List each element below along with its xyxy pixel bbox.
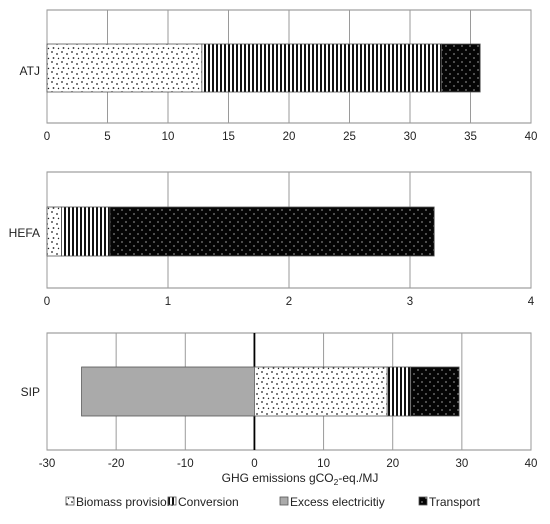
- x-tick-label: 0: [251, 458, 257, 470]
- category-label: HEFA: [9, 226, 40, 240]
- x-tick-label: 15: [222, 131, 235, 143]
- panel-atj: 0 5 10 15 20 25 30 35 40 ATJ: [20, 9, 538, 143]
- category-label: SIP: [21, 385, 40, 399]
- x-tick-label: 40: [525, 458, 538, 470]
- legend-item-excess-electricitiy: Excess electricitiy: [279, 495, 385, 509]
- x-axis-label: GHG emissions gCO2-eq./MJ: [222, 471, 379, 487]
- legend-swatch: [167, 496, 177, 506]
- x-tick-label: -30: [39, 458, 56, 470]
- x-tick-label: 0: [44, 131, 50, 143]
- bar-sip-conversion: [386, 366, 412, 417]
- legend-label: Conversion: [178, 495, 239, 509]
- bar-hefa-conversion: [61, 206, 111, 257]
- x-tick-label: 1: [165, 296, 171, 308]
- bar-sip-biomass-provision: [254, 366, 388, 417]
- legend-item-transport: Transport: [418, 495, 481, 509]
- x-tick-label: -20: [108, 458, 125, 470]
- x-tick-label: 30: [455, 458, 468, 470]
- x-tick-label: 20: [283, 131, 296, 143]
- x-tick-label: 20: [386, 458, 399, 470]
- legend-item-conversion: Conversion: [167, 495, 239, 509]
- x-tick-label: 40: [525, 131, 538, 143]
- x-tick-label: 2: [286, 296, 292, 308]
- x-tick-label: 0: [44, 296, 50, 308]
- x-tick-label: 25: [343, 131, 356, 143]
- x-tick-label: -10: [177, 458, 194, 470]
- x-tick-label: 35: [464, 131, 477, 143]
- bar-atj-transport: [441, 43, 481, 93]
- legend-item-biomass-provision: Biomass provision: [65, 495, 173, 509]
- bar-atj-biomass-provision: [46, 43, 203, 93]
- panel-hefa: 0 1 2 3 4 HEFA: [9, 171, 535, 308]
- legend-swatch: [65, 496, 75, 506]
- legend-swatch: [279, 496, 289, 506]
- legend-label: Biomass provision: [76, 495, 173, 509]
- legend: Biomass provision Conversion Excess electr…: [65, 495, 481, 509]
- x-tick-label: 4: [528, 296, 535, 308]
- bar-atj-conversion: [201, 43, 442, 93]
- legend-label: Excess electricitiy: [290, 495, 385, 509]
- x-tick-label: 30: [404, 131, 417, 143]
- x-tick-label: 5: [104, 131, 110, 143]
- bar-hefa-biomass-provision: [46, 206, 62, 257]
- panel-sip: -30 -20 -10 0 10 20 30 40 SIP: [21, 332, 538, 470]
- bar-sip-excess-electricitiy: [81, 366, 255, 417]
- bar-sip-transport: [410, 366, 460, 417]
- legend-label: Transport: [429, 495, 481, 509]
- x-tick-label: 10: [317, 458, 330, 470]
- x-tick-label: 3: [407, 296, 413, 308]
- x-tick-label: 10: [162, 131, 175, 143]
- legend-swatch: [418, 496, 428, 506]
- bar-hefa-transport: [109, 206, 435, 257]
- category-label: ATJ: [20, 64, 40, 78]
